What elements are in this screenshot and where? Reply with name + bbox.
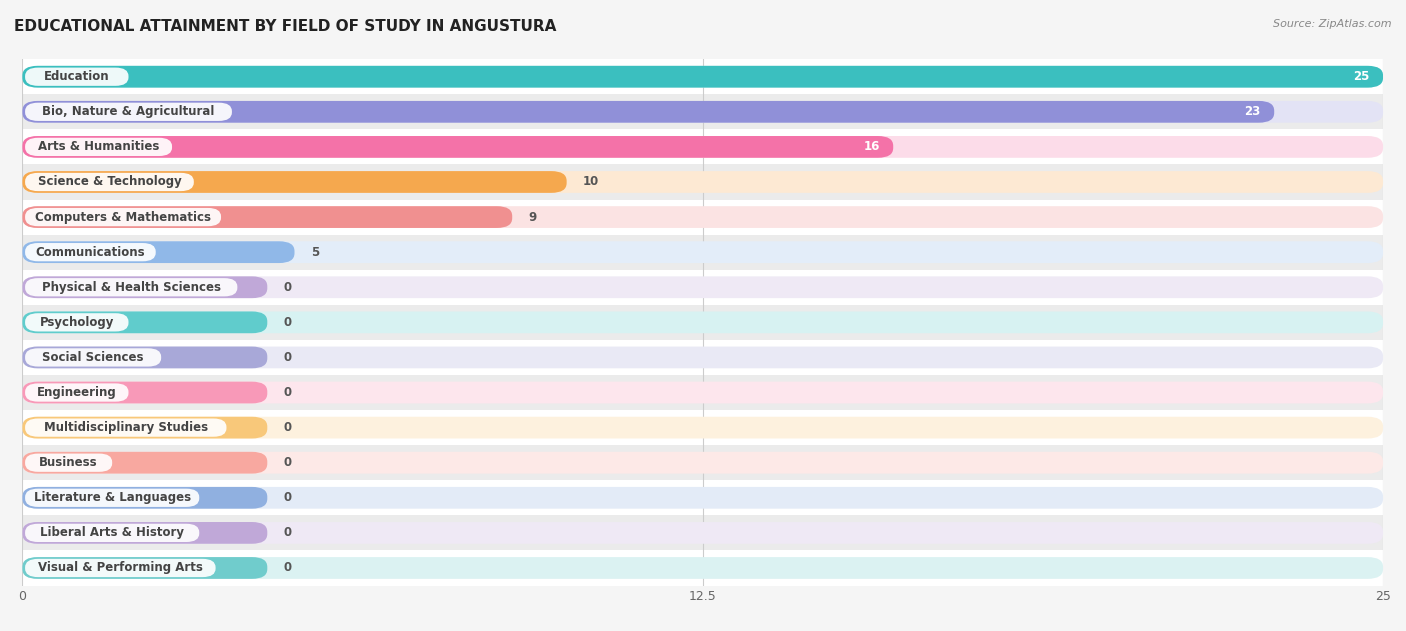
FancyBboxPatch shape bbox=[22, 66, 1384, 88]
FancyBboxPatch shape bbox=[22, 346, 1384, 369]
Text: Psychology: Psychology bbox=[39, 316, 114, 329]
Text: Literature & Languages: Literature & Languages bbox=[34, 492, 191, 504]
FancyBboxPatch shape bbox=[22, 382, 267, 403]
Text: 0: 0 bbox=[284, 562, 291, 574]
Bar bbox=[22, 516, 1384, 550]
FancyBboxPatch shape bbox=[25, 454, 112, 472]
FancyBboxPatch shape bbox=[22, 522, 267, 544]
FancyBboxPatch shape bbox=[22, 522, 1384, 544]
FancyBboxPatch shape bbox=[22, 452, 1384, 474]
Bar bbox=[22, 445, 1384, 480]
FancyBboxPatch shape bbox=[22, 487, 1384, 509]
Text: Engineering: Engineering bbox=[37, 386, 117, 399]
Text: Education: Education bbox=[44, 70, 110, 83]
FancyBboxPatch shape bbox=[22, 66, 1384, 88]
FancyBboxPatch shape bbox=[22, 276, 267, 298]
FancyBboxPatch shape bbox=[22, 241, 294, 263]
FancyBboxPatch shape bbox=[22, 487, 267, 509]
FancyBboxPatch shape bbox=[25, 68, 128, 86]
FancyBboxPatch shape bbox=[22, 206, 1384, 228]
FancyBboxPatch shape bbox=[22, 276, 1384, 298]
Text: Physical & Health Sciences: Physical & Health Sciences bbox=[42, 281, 221, 294]
FancyBboxPatch shape bbox=[22, 346, 267, 369]
Text: Visual & Performing Arts: Visual & Performing Arts bbox=[38, 562, 202, 574]
Bar bbox=[22, 305, 1384, 340]
Bar bbox=[22, 269, 1384, 305]
FancyBboxPatch shape bbox=[22, 136, 1384, 158]
Text: Social Sciences: Social Sciences bbox=[42, 351, 143, 364]
Bar bbox=[22, 199, 1384, 235]
FancyBboxPatch shape bbox=[22, 171, 1384, 193]
FancyBboxPatch shape bbox=[22, 206, 512, 228]
Bar bbox=[22, 340, 1384, 375]
FancyBboxPatch shape bbox=[25, 384, 128, 402]
Text: 5: 5 bbox=[311, 245, 319, 259]
FancyBboxPatch shape bbox=[22, 416, 1384, 439]
Text: EDUCATIONAL ATTAINMENT BY FIELD OF STUDY IN ANGUSTURA: EDUCATIONAL ATTAINMENT BY FIELD OF STUDY… bbox=[14, 19, 557, 34]
FancyBboxPatch shape bbox=[25, 103, 232, 121]
FancyBboxPatch shape bbox=[25, 208, 221, 226]
FancyBboxPatch shape bbox=[25, 313, 128, 331]
Bar bbox=[22, 235, 1384, 269]
Text: 0: 0 bbox=[284, 421, 291, 434]
FancyBboxPatch shape bbox=[22, 171, 567, 193]
Text: 0: 0 bbox=[284, 492, 291, 504]
FancyBboxPatch shape bbox=[25, 348, 162, 367]
FancyBboxPatch shape bbox=[25, 418, 226, 437]
FancyBboxPatch shape bbox=[25, 524, 200, 542]
Text: Source: ZipAtlas.com: Source: ZipAtlas.com bbox=[1274, 19, 1392, 29]
Text: 0: 0 bbox=[284, 386, 291, 399]
Text: 16: 16 bbox=[863, 140, 880, 153]
Text: Communications: Communications bbox=[35, 245, 145, 259]
Text: 10: 10 bbox=[583, 175, 599, 189]
FancyBboxPatch shape bbox=[22, 241, 1384, 263]
FancyBboxPatch shape bbox=[25, 559, 215, 577]
Text: Bio, Nature & Agricultural: Bio, Nature & Agricultural bbox=[42, 105, 215, 118]
Bar bbox=[22, 375, 1384, 410]
Bar bbox=[22, 129, 1384, 165]
Text: Science & Technology: Science & Technology bbox=[38, 175, 181, 189]
FancyBboxPatch shape bbox=[22, 136, 893, 158]
Text: 0: 0 bbox=[284, 281, 291, 294]
FancyBboxPatch shape bbox=[22, 382, 1384, 403]
FancyBboxPatch shape bbox=[25, 173, 194, 191]
Text: Multidisciplinary Studies: Multidisciplinary Studies bbox=[44, 421, 208, 434]
Text: Business: Business bbox=[39, 456, 98, 469]
Text: Computers & Mathematics: Computers & Mathematics bbox=[35, 211, 211, 223]
Text: 23: 23 bbox=[1244, 105, 1261, 118]
Bar bbox=[22, 550, 1384, 586]
FancyBboxPatch shape bbox=[22, 557, 267, 579]
Text: 25: 25 bbox=[1353, 70, 1369, 83]
Text: Arts & Humanities: Arts & Humanities bbox=[38, 140, 159, 153]
FancyBboxPatch shape bbox=[22, 312, 267, 333]
Bar bbox=[22, 94, 1384, 129]
Bar bbox=[22, 59, 1384, 94]
FancyBboxPatch shape bbox=[25, 138, 172, 156]
FancyBboxPatch shape bbox=[22, 416, 267, 439]
FancyBboxPatch shape bbox=[25, 243, 156, 261]
Text: 0: 0 bbox=[284, 316, 291, 329]
Bar bbox=[22, 410, 1384, 445]
FancyBboxPatch shape bbox=[22, 452, 267, 474]
FancyBboxPatch shape bbox=[22, 101, 1274, 122]
Text: 0: 0 bbox=[284, 526, 291, 540]
FancyBboxPatch shape bbox=[22, 312, 1384, 333]
Text: 9: 9 bbox=[529, 211, 537, 223]
Bar bbox=[22, 165, 1384, 199]
FancyBboxPatch shape bbox=[22, 101, 1384, 122]
Text: Liberal Arts & History: Liberal Arts & History bbox=[41, 526, 184, 540]
Text: 0: 0 bbox=[284, 351, 291, 364]
Text: 0: 0 bbox=[284, 456, 291, 469]
FancyBboxPatch shape bbox=[22, 557, 1384, 579]
FancyBboxPatch shape bbox=[25, 488, 200, 507]
Bar bbox=[22, 480, 1384, 516]
FancyBboxPatch shape bbox=[25, 278, 238, 297]
